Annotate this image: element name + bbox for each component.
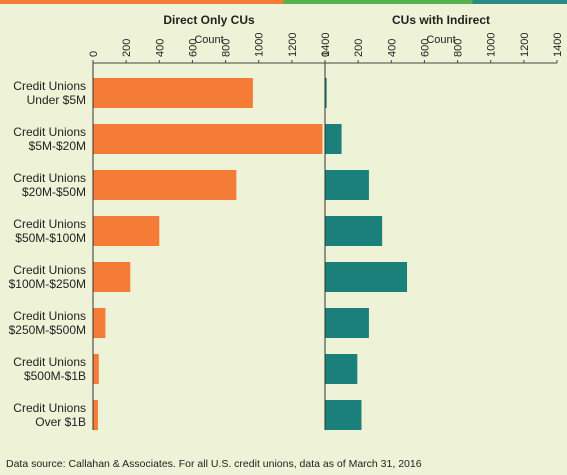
- bar: [93, 216, 160, 246]
- category-label: $100M-$250M: [9, 277, 86, 291]
- bar: [93, 308, 106, 338]
- bar: [325, 354, 358, 384]
- category-label: $250M-$500M: [9, 323, 86, 337]
- tick-label: 1000: [486, 33, 498, 57]
- tick-label: 200: [353, 39, 365, 57]
- tick-label: 400: [154, 39, 166, 57]
- tick-label: 1400: [320, 33, 332, 57]
- top-stripe-segment: [189, 0, 285, 4]
- category-label: Credit Unions: [13, 263, 86, 277]
- tick-label: 1000: [254, 33, 266, 57]
- bar: [93, 354, 99, 384]
- source-note: Data source: Callahan & Associates. For …: [6, 458, 422, 470]
- tick-label: 1400: [552, 33, 564, 57]
- top-stripe-segment: [378, 0, 474, 4]
- axis-label: Count: [426, 34, 455, 46]
- category-label: Credit Unions: [13, 171, 86, 185]
- bar: [93, 400, 98, 430]
- category-label: Credit Unions: [13, 309, 86, 323]
- bar: [93, 78, 253, 108]
- category-label: $50M-$100M: [15, 231, 86, 245]
- bar: [325, 216, 383, 246]
- category-label: Credit Unions: [13, 355, 86, 369]
- axis-label: Count: [194, 34, 223, 46]
- category-label: Under $5M: [27, 93, 86, 107]
- tick-label: 400: [386, 39, 398, 57]
- category-label: $20M-$50M: [22, 185, 86, 199]
- bar: [325, 124, 342, 154]
- bar: [325, 262, 408, 292]
- tick-label: 0: [88, 51, 100, 57]
- bar: [325, 170, 369, 200]
- tick-label: 800: [221, 39, 233, 57]
- category-label: Credit Unions: [13, 401, 86, 415]
- category-label: Over $1B: [35, 415, 86, 429]
- top-stripe-segment: [283, 0, 379, 4]
- category-label: Credit Unions: [13, 79, 86, 93]
- tick-label: 600: [187, 39, 199, 57]
- top-stripe-segment: [94, 0, 190, 4]
- panel-title: Direct Only CUs: [163, 13, 255, 27]
- bar: [325, 308, 369, 338]
- top-stripe-segment: [472, 0, 567, 4]
- tick-label: 1200: [287, 33, 299, 57]
- tick-label: 1200: [519, 33, 531, 57]
- bar: [93, 262, 131, 292]
- tick-label: 200: [121, 39, 133, 57]
- panel-title: CUs with Indirect: [392, 13, 490, 27]
- top-stripe-segment: [0, 0, 96, 4]
- bar: [93, 124, 323, 154]
- bar: [93, 170, 237, 200]
- category-label: $500M-$1B: [24, 369, 86, 383]
- tick-label: 800: [453, 39, 465, 57]
- category-label: Credit Unions: [13, 125, 86, 139]
- category-label: $5M-$20M: [29, 139, 86, 153]
- tick-label: 600: [419, 39, 431, 57]
- bar: [325, 400, 362, 430]
- tick-label: 0: [320, 51, 332, 57]
- category-label: Credit Unions: [13, 217, 86, 231]
- bar: [325, 78, 327, 108]
